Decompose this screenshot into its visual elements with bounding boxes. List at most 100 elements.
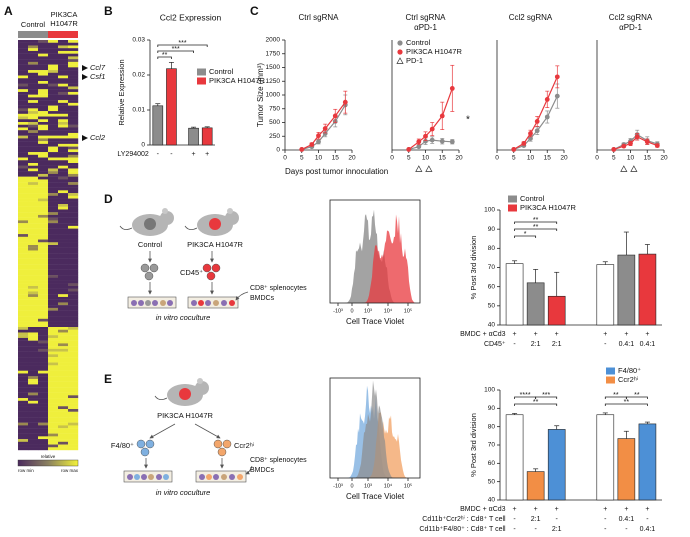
y-tick-label: 40 [488,322,496,329]
heatmap-cell [58,193,69,196]
heatmap-cell [18,337,29,341]
heatmap-cell [58,261,69,265]
heatmap-cell [18,403,29,407]
heatmap-cell [38,89,49,93]
point [439,138,445,144]
heatmap-cell [58,395,69,399]
heatmap-cell [58,173,69,177]
heatmap-cell [28,239,39,243]
heatmap-cell [48,340,59,344]
x-tick-label: 10 [527,155,535,162]
heatmap-cell [28,351,39,355]
y-tick-label: 250 [269,133,280,140]
y-tick-label: 0 [141,142,145,149]
heatmap-cell [38,318,49,322]
gene-label: Ccl7 [90,63,106,72]
heatmap-cell [48,351,59,355]
heatmap-cell [38,406,49,410]
heatmap-cell [18,220,29,224]
heatmap-cell [28,348,39,352]
x-tick-label: 15 [332,155,340,162]
y-tick-label: 50 [488,303,496,310]
bar [638,423,657,501]
heatmap-cell [48,294,59,298]
heatmap-cell [58,206,69,210]
heatmap-cell [48,269,59,273]
heatmap-cell [18,313,29,317]
heatmap-cell [38,398,49,401]
heatmap-cell [58,132,69,136]
heatmap-cell [28,277,39,281]
heatmap-cell [48,195,59,199]
heatmap-cell [68,302,79,306]
heatmap-cell [48,212,59,216]
heatmap-cell [38,242,49,246]
heatmap-cell [48,130,59,134]
heatmap-cell [28,368,39,371]
heatmap-cell [48,81,59,84]
heatmap-cell [68,245,79,248]
y-tick-label: 100 [484,207,495,214]
heatmap-cell [68,275,79,278]
heatmap-cell [18,212,29,216]
heatmap-cell [68,400,79,404]
heatmap-cell [58,119,69,123]
heatmap-cell [58,250,69,254]
point [554,74,560,80]
heatmap-cell [58,283,69,287]
heatmap-cell [68,389,79,393]
heatmap-cell [38,217,49,221]
heatmap-cell [68,340,79,344]
heatmap-cell [18,152,29,155]
heatmap-cell [38,310,49,314]
heatmap-cell [68,91,79,95]
heatmap-cell [18,206,29,210]
heatmap-cell [68,305,79,309]
heatmap-cell [68,78,79,82]
heatmap-cell [18,378,29,382]
heatmap-cell [18,242,29,246]
heatmap-cell [28,302,39,306]
point [423,138,428,144]
x-axis-label: Days post tumor innoculation [285,167,388,176]
heatmap-cell [18,119,29,123]
heatmap-cell [18,138,29,142]
heatmap-cell [18,176,29,180]
heatmap-cell [68,337,79,341]
heatmap-cell [48,122,59,125]
heatmap-cell [28,250,39,254]
heatmap-cell [28,179,39,183]
heatmap-cell [38,253,49,257]
heatmap-cell [28,406,39,410]
y-tick-label: 100 [484,387,495,394]
heatmap-cell [58,154,69,158]
heatmap-cell [28,288,39,292]
heatmap-cell [68,444,79,448]
point [429,126,435,132]
heatmap-cell [68,294,79,298]
heatmap-cell [48,91,59,95]
heatmap-cell [48,56,59,60]
heatmap-cell [18,302,29,306]
heatmap-cell [68,381,79,385]
heatmap-cell [18,217,29,221]
heatmap-cell [48,225,59,229]
histogram-tick-label: 10⁵ [404,482,412,489]
heatmap-cell [68,105,79,109]
heatmap-cell [38,160,49,164]
scale-min: row min [18,468,34,473]
sig-label: ** [533,224,539,231]
heatmap-cell [38,286,49,289]
heatmap-cell [48,313,59,317]
x-tick-label: 10 [422,155,430,162]
heatmap-cell [68,122,79,125]
x-tick-label: 5 [612,155,616,162]
point [332,113,338,119]
heatmap-cell [28,149,39,153]
heatmap-cell [18,436,29,440]
heatmap-cell [58,127,69,131]
heatmap-cell [28,299,39,303]
heatmap-cell [68,291,79,295]
point [544,114,550,120]
heatmap-cell [28,50,39,54]
